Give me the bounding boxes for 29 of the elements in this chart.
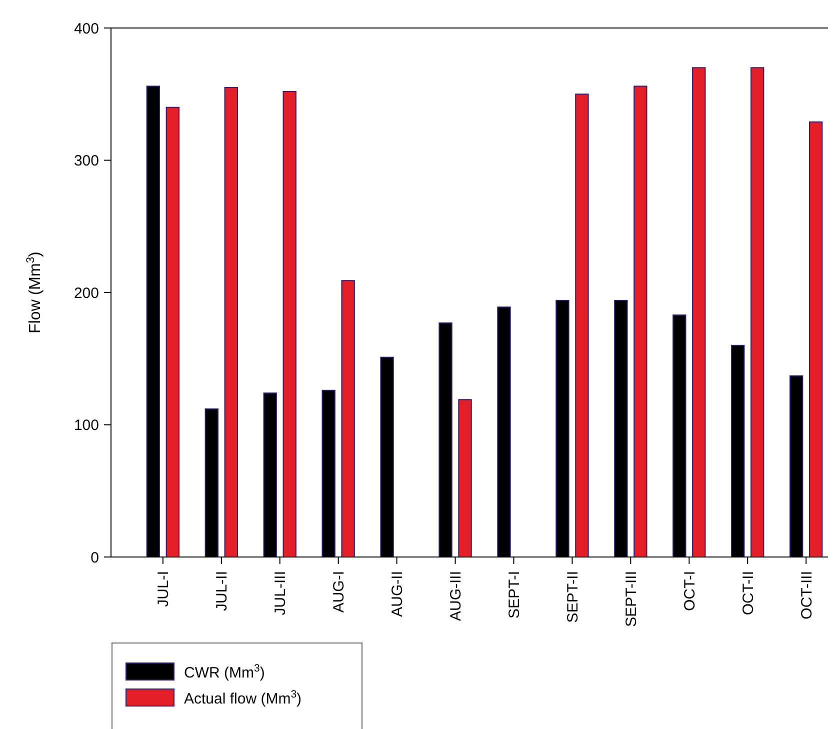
bar bbox=[224, 87, 238, 558]
bar bbox=[458, 399, 472, 558]
x-tick-label: SEPT-III bbox=[622, 571, 640, 627]
bar bbox=[166, 106, 180, 558]
bar bbox=[692, 67, 706, 558]
x-tick-label: AUG-III bbox=[448, 571, 465, 622]
x-tick-label: SEPT-I bbox=[506, 571, 523, 619]
x-tick-label: AUG-II bbox=[389, 571, 406, 617]
x-tick-label: AUG-I bbox=[330, 571, 348, 613]
x-tick-label: JUL-I bbox=[155, 571, 172, 607]
x-tick-label: OCT-II bbox=[740, 571, 757, 616]
x-tick-label: JUL-II bbox=[214, 571, 231, 612]
legend-label: Actual flow (Mm$^{3}$) bbox=[184, 688, 302, 708]
bar bbox=[634, 86, 648, 558]
legend-label: CWR (Mm$^{3}$) bbox=[184, 662, 265, 682]
y-tick-label: 400 bbox=[74, 20, 99, 38]
y-tick-label: 0 bbox=[90, 549, 99, 566]
y-tick-label: 300 bbox=[74, 152, 99, 170]
x-tick-label: SEPT-II bbox=[564, 571, 582, 623]
bar bbox=[808, 121, 823, 558]
bar bbox=[282, 90, 296, 558]
y-tick-label: 200 bbox=[74, 284, 99, 302]
x-tick-label: OCT-III bbox=[798, 571, 816, 620]
bar bbox=[575, 94, 589, 558]
bar bbox=[750, 67, 764, 558]
x-tick-label: JUL-III bbox=[272, 571, 290, 616]
bar bbox=[341, 280, 355, 558]
y-tick-label: 100 bbox=[74, 417, 99, 434]
x-tick-label: OCT-I bbox=[681, 571, 698, 611]
